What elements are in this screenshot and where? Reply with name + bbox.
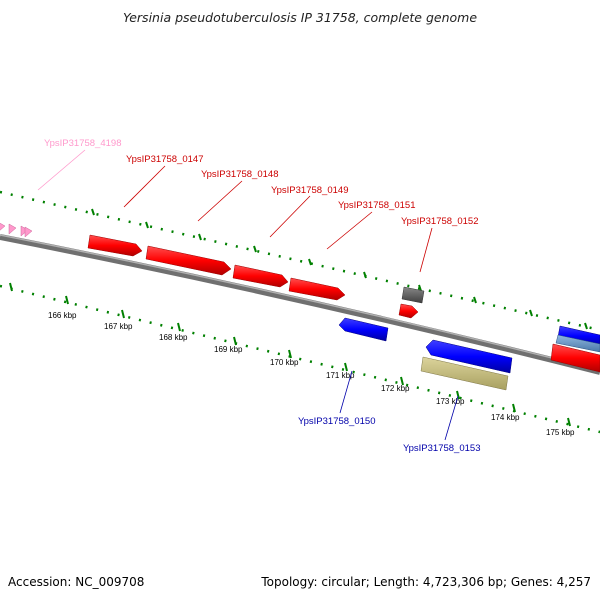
gene-YpsIP31758_0152[interactable] — [398, 303, 419, 319]
feature-gray[interactable] — [401, 286, 425, 304]
inner-tick-track — [0, 284, 600, 434]
gene-YpsIP31758_0149[interactable] — [232, 264, 289, 288]
gene-YpsIP31758_0150[interactable] — [338, 317, 389, 342]
genome-summary: Topology: circular; Length: 4,723,306 bp… — [261, 575, 591, 589]
genome-backbone — [0, 234, 600, 375]
feature-steel-blue[interactable] — [555, 334, 600, 353]
gene-khaki-ribbon[interactable] — [420, 356, 509, 391]
map-title: Yersinia pseudotuberculosis IP 31758, co… — [122, 10, 478, 25]
gene-YpsIP31758_4198[interactable] — [0, 222, 33, 238]
scale-labels: 166 kbp 167 kbp 168 kbp 169 kbp 170 kbp … — [48, 311, 575, 437]
scale-label: 168 kbp — [159, 333, 188, 342]
gene-right-edge-red[interactable] — [550, 343, 600, 373]
gene-label-YpsIP31758_0147: YpsIP31758_0147 — [126, 154, 203, 165]
gene-label-YpsIP31758_0152: YpsIP31758_0152 — [401, 216, 478, 227]
gene-YpsIP31758_0151[interactable] — [288, 277, 346, 301]
gene-label-YpsIP31758_0153: YpsIP31758_0153 — [403, 443, 480, 454]
outer-tick-track — [0, 190, 600, 332]
outer-major-ticks — [91, 208, 588, 330]
gene-label-YpsIP31758_0148: YpsIP31758_0148 — [201, 169, 278, 180]
label-leaders — [37, 149, 459, 441]
scale-label: 173 kbp — [436, 397, 465, 406]
scale-label: 170 kbp — [270, 358, 299, 367]
gene-YpsIP31758_0153[interactable] — [425, 339, 513, 374]
scale-label: 171 kbp — [326, 371, 355, 380]
scale-label: 166 kbp — [48, 311, 77, 320]
scale-label: 172 kbp — [381, 384, 410, 393]
gene-label-YpsIP31758_0150: YpsIP31758_0150 — [298, 416, 375, 427]
gene-YpsIP31758_0148[interactable] — [145, 245, 232, 276]
scale-label: 167 kbp — [104, 322, 133, 331]
inner-major-ticks — [9, 282, 571, 427]
gene-label-YpsIP31758_4198: YpsIP31758_4198 — [44, 138, 121, 149]
gene-label-YpsIP31758_0149: YpsIP31758_0149 — [271, 185, 348, 196]
genome-backbone-highlight — [0, 234, 600, 371]
accession-text: Accession: NC_009708 — [8, 575, 145, 589]
gene-right-edge-blue[interactable] — [557, 325, 600, 347]
scale-label: 174 kbp — [491, 413, 520, 422]
scale-label: 169 kbp — [214, 345, 243, 354]
scale-label: 175 kbp — [546, 428, 575, 437]
gene-label-YpsIP31758_0151: YpsIP31758_0151 — [338, 200, 415, 211]
gene-YpsIP31758_0147[interactable] — [87, 234, 143, 257]
